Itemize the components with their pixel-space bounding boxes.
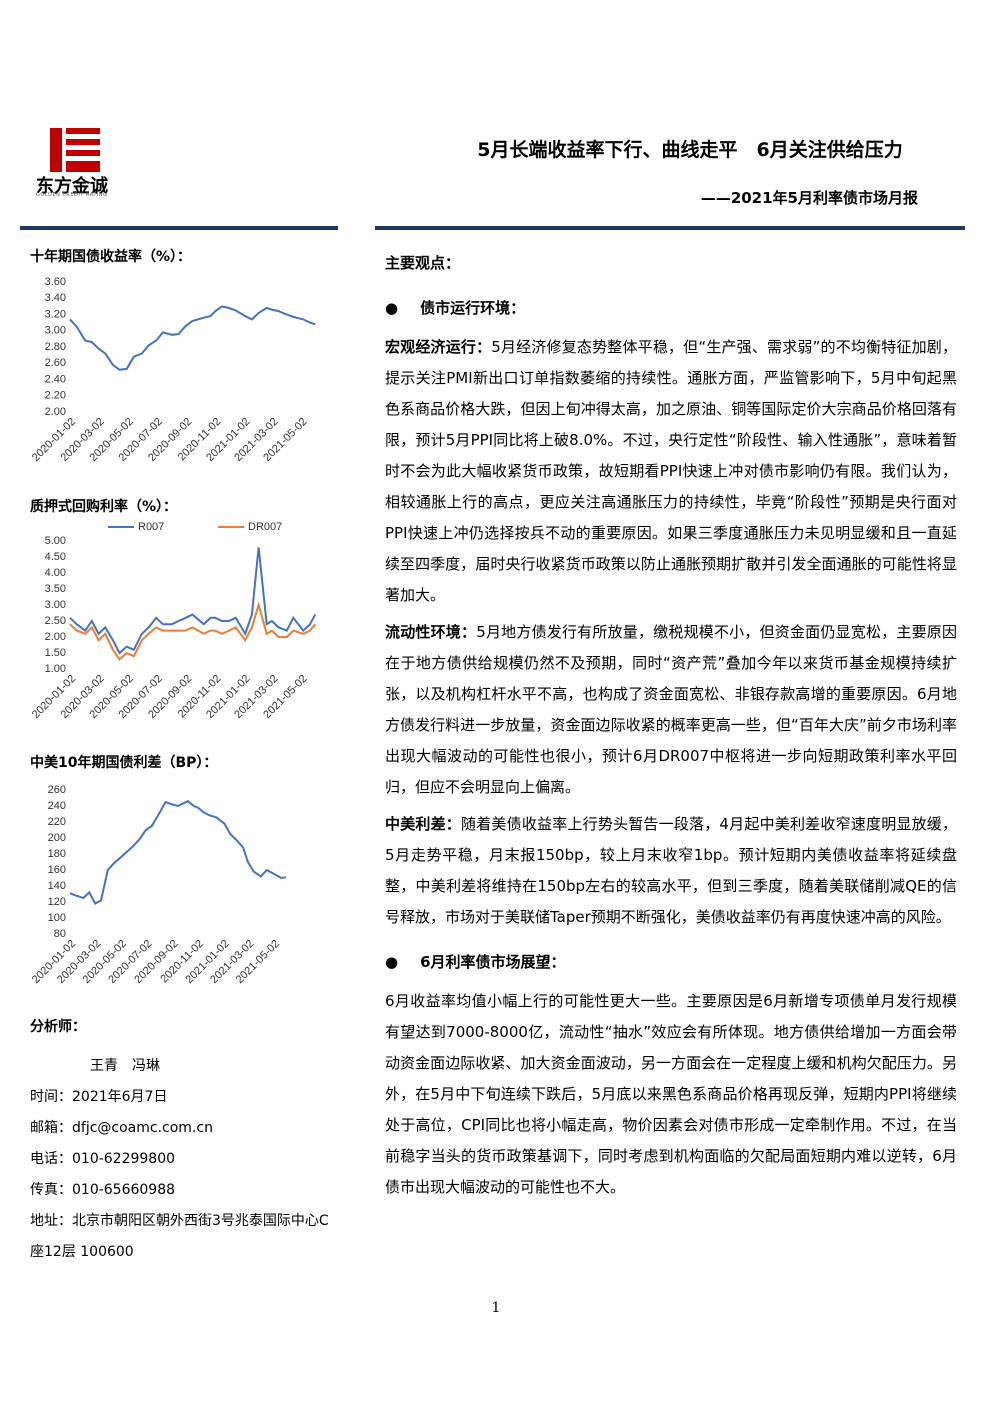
chart-title: 十年期国债收益率（%）： bbox=[30, 249, 192, 265]
y-tick-label: 100 bbox=[48, 912, 66, 924]
y-tick-label: 2.40 bbox=[45, 373, 66, 385]
y-tick-label: 1.50 bbox=[45, 647, 66, 659]
paragraph-text: 随着美债收益率上行势头暂告一段落，4月起中美利差收窄速度明显放缓，5月走势平稳，… bbox=[385, 815, 957, 926]
chart-title: 质押式回购利率（%）： bbox=[30, 499, 178, 515]
report-subtitle: ——2021年5月利率债市场月报 bbox=[700, 189, 918, 207]
y-tick-label: 2.60 bbox=[45, 357, 66, 369]
section-heading: 主要观点： bbox=[385, 254, 461, 272]
paragraph: 宏观经济运行：5月经济修复态势整体平稳，但“生产强、需求弱”的不均衡特征加剧，提… bbox=[385, 332, 957, 611]
y-tick-label: 3.50 bbox=[45, 583, 66, 595]
report-title: 5月长端收益率下行、曲线走平 6月关注供给压力 bbox=[477, 139, 903, 161]
y-tick-label: 3.20 bbox=[45, 308, 66, 320]
contact-line: 邮箱：dfjc@coamc.com.cn bbox=[30, 1120, 213, 1136]
y-tick-label: 140 bbox=[48, 880, 66, 892]
y-tick-label: 5.00 bbox=[45, 535, 66, 547]
y-tick-label: 2.00 bbox=[45, 631, 66, 643]
paragraph: 6月收益率均值小幅上行的可能性更大一些。主要原因是6月新增专项债单月发行规模有望… bbox=[385, 986, 957, 1203]
y-tick-label: 3.60 bbox=[45, 276, 66, 288]
y-tick-label: 3.00 bbox=[45, 325, 66, 337]
paragraph-label: 中美利差： bbox=[385, 815, 462, 833]
analyst-heading: 分析师： bbox=[30, 1019, 86, 1035]
contact-line: 时间：2021年6月7日 bbox=[30, 1089, 168, 1105]
y-tick-label: 3.00 bbox=[45, 599, 66, 611]
chart: 1.001.502.002.503.003.504.004.505.002020… bbox=[30, 521, 317, 721]
paragraph-label: 宏观经济运行： bbox=[385, 338, 492, 356]
contact-line: 地址：北京市朝阳区朝外西街3号兆泰国际中心C座12层 100600 bbox=[30, 1213, 329, 1260]
line-series bbox=[69, 800, 287, 905]
line-series bbox=[69, 601, 316, 661]
y-tick-label: 2.20 bbox=[45, 390, 66, 402]
contact-line: 电话：010-62299800 bbox=[30, 1151, 176, 1167]
contact-list: 时间：2021年6月7日邮箱：dfjc@coamc.com.cn 电话：010-6… bbox=[30, 1082, 340, 1268]
paragraph: 流动性环境：5月地方债发行有所放量，缴税规模不小，但资金面仍显宽松，主要原因在于… bbox=[385, 617, 957, 803]
y-tick-label: 240 bbox=[48, 800, 66, 812]
y-tick-label: 120 bbox=[48, 896, 66, 908]
y-tick-label: 4.50 bbox=[45, 551, 66, 563]
paragraph-text: 5月经济修复态势整体平稳，但“生产强、需求弱”的不均衡特征加剧，提示关注PMI新… bbox=[385, 338, 957, 604]
legend-label: R007 bbox=[138, 521, 164, 533]
logo-text: 东方金诚 bbox=[36, 176, 108, 197]
analyst-block: 分析师： 王青 冯琳 时间：2021年6月7日邮箱：dfjc@coamc.com… bbox=[30, 1012, 340, 1268]
y-tick-label: 220 bbox=[48, 816, 66, 828]
y-tick-label: 160 bbox=[48, 864, 66, 876]
line-series bbox=[69, 305, 316, 371]
chart: 801001201401601802002202402602020-01-022… bbox=[30, 784, 287, 986]
y-tick-label: 180 bbox=[48, 848, 66, 860]
analyst-names: 王青 冯琳 bbox=[90, 1058, 160, 1074]
main-content: 主要观点： 债市运行环境： 宏观经济运行：5月经济修复态势整体平稳，但“生产强、需… bbox=[385, 248, 957, 1209]
divider bbox=[375, 226, 965, 230]
y-tick-label: 80 bbox=[54, 928, 66, 940]
divider bbox=[20, 226, 338, 230]
y-tick-label: 2.00 bbox=[45, 406, 66, 418]
line-series bbox=[69, 547, 317, 655]
chart: 2.002.202.402.602.803.003.203.403.602020… bbox=[30, 276, 316, 464]
chart-title: 中美10年期国债利差（BP）： bbox=[30, 755, 218, 771]
y-tick-label: 2.50 bbox=[45, 615, 66, 627]
paragraph-label: 流动性环境： bbox=[385, 623, 477, 641]
y-tick-label: 4.00 bbox=[45, 567, 66, 579]
y-tick-label: 200 bbox=[48, 832, 66, 844]
legend-label: DR007 bbox=[248, 521, 282, 533]
paragraph: 中美利差：随着美债收益率上行势头暂告一段落，4月起中美利差收窄速度明显放缓，5月… bbox=[385, 809, 957, 933]
bullet-heading: 债市运行环境： bbox=[385, 293, 957, 324]
logo-mark bbox=[50, 128, 100, 172]
bullet-heading: 6月利率债市场展望： bbox=[385, 947, 957, 978]
y-tick-label: 2.80 bbox=[45, 341, 66, 353]
y-tick-label: 3.40 bbox=[45, 292, 66, 304]
contact-line: 传真：010-65660988 bbox=[30, 1182, 176, 1198]
paragraph-text: 6月收益率均值小幅上行的可能性更大一些。主要原因是6月新增专项债单月发行规模有望… bbox=[385, 992, 957, 1196]
paragraph-text: 5月地方债发行有所放量，缴税规模不小，但资金面仍显宽松，主要原因在于地方债供给规… bbox=[385, 623, 957, 796]
logo-sub: GOLDEN CREDIT RATING bbox=[36, 192, 108, 198]
page-number: 1 bbox=[491, 1300, 501, 1316]
y-tick-label: 260 bbox=[48, 784, 66, 796]
y-tick-label: 1.00 bbox=[45, 663, 66, 675]
